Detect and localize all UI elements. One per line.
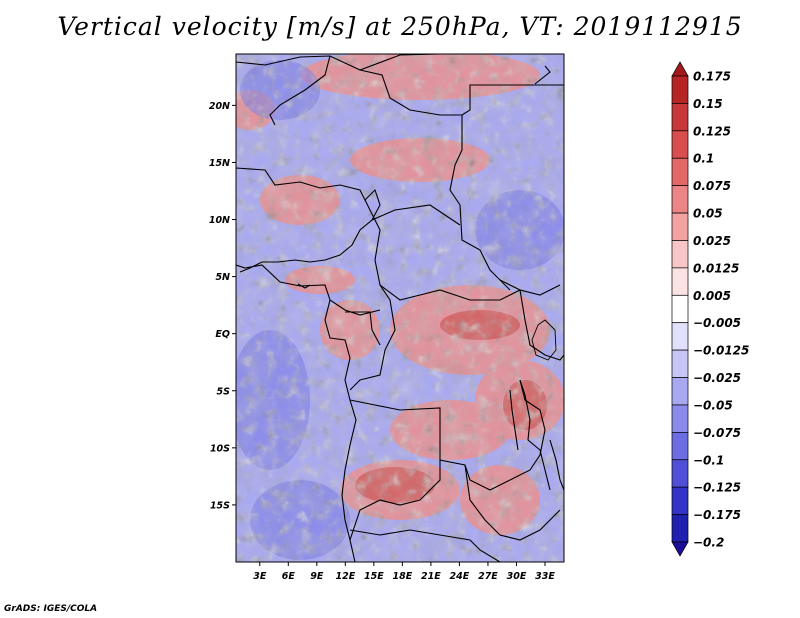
- velocity-field: [236, 54, 564, 562]
- lat-label: EQ: [215, 329, 230, 340]
- map-title: Vertical velocity [m/s] at 250hPa, VT: 2…: [57, 12, 743, 41]
- colorbar-label: 0.025: [693, 234, 731, 248]
- lon-label: 18E: [393, 571, 413, 582]
- colorbar: 0.175 0.15 0.125 0.1 0.075 0.05 0.025 0.0125 0.0…: [671, 61, 749, 557]
- lon-label: 24E: [450, 571, 470, 582]
- lat-label: 15N: [209, 158, 230, 169]
- lon-label: 30E: [507, 571, 527, 582]
- colorbar-swatch: [671, 157, 689, 186]
- lon-label: 12E: [335, 571, 355, 582]
- lon-label: 27E: [478, 571, 498, 582]
- colorbar-label: 0.0125: [693, 261, 739, 275]
- colorbar-label: −0.2: [693, 536, 724, 550]
- colorbar-swatch: [671, 75, 689, 104]
- colorbar-label: 0.1: [693, 152, 714, 166]
- lon-label: 15E: [364, 571, 384, 582]
- colorbar-swatch: [671, 212, 689, 241]
- axis-ticks: [232, 104, 546, 566]
- colorbar-swatch: [671, 486, 689, 515]
- colorbar-swatch: [671, 377, 689, 406]
- colorbar-swatch: [671, 294, 689, 324]
- lat-label: 10N: [209, 215, 230, 226]
- colorbar-swatch: [671, 103, 689, 132]
- colorbar-label: −0.05: [693, 398, 733, 412]
- lon-label: 6E: [282, 571, 296, 582]
- colorbar-swatch: [671, 240, 689, 269]
- longitude-labels: 3E 6E 9E 12E 15E 18E 21E 24E 27E 30E 33E: [253, 571, 555, 582]
- colorbar-label: −0.075: [693, 426, 741, 440]
- colorbar-label: −0.005: [693, 316, 741, 330]
- lon-label: 33E: [535, 571, 555, 582]
- colorbar-label: 0.175: [693, 70, 731, 84]
- lat-label: 20N: [209, 101, 230, 112]
- colorbar-swatch: [671, 459, 689, 488]
- colorbar-swatch: [671, 61, 689, 77]
- lon-label: 9E: [310, 571, 324, 582]
- lat-label: 5S: [217, 386, 231, 397]
- colorbar-label: −0.0125: [693, 344, 749, 358]
- latitude-labels: 20N 15N 10N 5N EQ 5S 10S 15S: [209, 101, 230, 512]
- map-frame: [235, 53, 565, 563]
- lat-label: 10S: [210, 443, 230, 454]
- colorbar-label: 0.075: [693, 179, 731, 193]
- colorbar-swatch: [671, 432, 689, 461]
- grads-credit: GrADS: IGES/COLA: [4, 604, 98, 614]
- colorbar-label: −0.025: [693, 371, 741, 385]
- lon-label: 3E: [253, 571, 267, 582]
- colorbar-label: 0.05: [693, 207, 723, 221]
- colorbar-label: −0.1: [693, 453, 724, 467]
- country-borders: [236, 54, 564, 562]
- colorbar-label: −0.125: [693, 481, 741, 495]
- colorbar-swatch: [671, 185, 689, 214]
- colorbar-swatch: [671, 514, 689, 543]
- colorbar-label: 0.005: [693, 289, 731, 303]
- colorbar-swatch: [671, 404, 689, 433]
- lat-label: 5N: [215, 272, 230, 283]
- colorbar-swatch: [671, 130, 689, 159]
- lat-label: 15S: [210, 500, 230, 511]
- colorbar-label: 0.15: [693, 97, 723, 111]
- colorbar-swatch: [671, 349, 689, 378]
- lon-label: 21E: [421, 571, 441, 582]
- colorbar-label: −0.175: [693, 508, 741, 522]
- colorbar-swatch: [671, 541, 689, 557]
- colorbar-label: 0.125: [693, 124, 731, 138]
- colorbar-swatch: [671, 267, 689, 296]
- colorbar-swatch: [671, 322, 689, 351]
